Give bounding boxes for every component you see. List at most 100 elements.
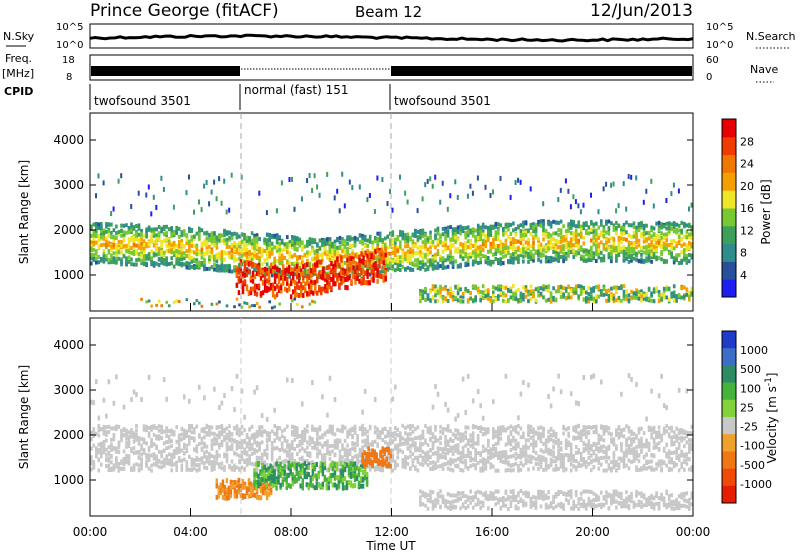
power-cell: [436, 249, 440, 253]
power-cell: [342, 276, 345, 281]
velocity-cell: [326, 443, 329, 448]
velocity-cell: [245, 459, 249, 464]
power-cell: [370, 269, 373, 275]
velocity-cell: [110, 437, 113, 442]
power-cell: [382, 251, 385, 257]
power-cell: [321, 252, 324, 257]
power-cell: [456, 298, 460, 303]
power-cell: [484, 256, 488, 261]
power-cell: [323, 241, 327, 246]
power-cell: [275, 245, 279, 250]
power-cell: [243, 247, 246, 252]
power-cell: [612, 296, 616, 301]
velocity-cell: [255, 455, 259, 460]
power-cell: [494, 232, 498, 237]
power-cell: [160, 239, 163, 244]
power-cell: [135, 231, 138, 236]
velocity-cell: [193, 458, 196, 463]
power-cell: [228, 244, 231, 249]
velocity-cell: [293, 437, 297, 442]
power-cell: [165, 237, 168, 242]
power-cell: [572, 243, 575, 248]
power-cell: [582, 225, 586, 230]
power-cell: [198, 301, 201, 305]
power-cell: [502, 261, 505, 266]
power-cell: [366, 243, 369, 248]
velocity-cell: [288, 446, 292, 451]
velocity-cell: [308, 451, 312, 456]
power-cell: [514, 296, 518, 301]
power-cell: [334, 260, 337, 266]
power-cell: [494, 251, 498, 256]
power-cell: [499, 246, 503, 251]
power-cell: [424, 233, 427, 238]
power-cell: [363, 244, 367, 249]
power-cell: [662, 258, 666, 263]
power-cell: [243, 266, 247, 272]
power-cell: [190, 235, 194, 240]
power-cell: [607, 255, 611, 260]
power-cell: [466, 245, 470, 250]
power-cell: [180, 257, 184, 262]
power-cell: [406, 265, 410, 270]
power-cell: [665, 295, 668, 300]
power-cell: [559, 228, 563, 233]
power-cell: [157, 263, 161, 267]
power-cell: [188, 253, 191, 258]
power-cell: [610, 296, 613, 301]
power-cell: [147, 252, 151, 257]
power-cell: [147, 242, 151, 247]
power-cell: [517, 254, 520, 259]
velocity-cell: [253, 432, 256, 437]
power-cell: [549, 294, 553, 299]
power-cell: [260, 262, 264, 267]
power-cell: [434, 299, 437, 304]
power-cell: [479, 260, 482, 265]
velocity-cell: [97, 415, 101, 421]
velocity-cell: [157, 428, 161, 433]
power-cell: [195, 231, 199, 236]
power-cell: [499, 175, 502, 181]
velocity-cell: [298, 456, 302, 461]
power-cell: [102, 242, 106, 247]
velocity-cell: [291, 440, 294, 445]
power-cell: [193, 257, 196, 262]
power-cell: [595, 284, 598, 289]
power-cell: [677, 188, 680, 194]
velocity-cell: [135, 392, 138, 398]
power-cell: [306, 274, 309, 280]
power-cell: [381, 244, 384, 249]
power-cell: [655, 236, 658, 241]
power-cell: [487, 296, 490, 301]
power-cell: [424, 244, 427, 249]
power-cell: [662, 232, 666, 237]
power-cell: [414, 233, 417, 238]
power-cell: [165, 243, 168, 248]
power-cell: [338, 254, 342, 259]
power-cell: [469, 230, 472, 235]
velocity-cell: [170, 431, 173, 436]
power-cell: [273, 305, 276, 309]
power-cell: [446, 229, 450, 234]
power-cell: [492, 290, 495, 295]
velocity-cell: [172, 450, 176, 455]
power-cell: [665, 198, 668, 203]
power-cell: [660, 250, 663, 254]
power-cell: [120, 173, 123, 179]
power-cell: [484, 233, 488, 238]
power-cell: [263, 282, 267, 288]
power-cell: [512, 247, 515, 252]
power-cell: [577, 232, 580, 237]
power-cell: [275, 208, 278, 214]
power-cell: [293, 240, 297, 245]
power-cell: [632, 242, 636, 247]
velocity-cell: [190, 424, 194, 429]
power-cell: [292, 267, 295, 273]
power-cell: [602, 284, 606, 289]
power-cell: [690, 244, 694, 249]
power-cell: [241, 287, 245, 293]
power-cell: [291, 299, 294, 303]
power-cell: [680, 285, 683, 290]
power-cell: [617, 286, 621, 290]
power-cell: [519, 250, 523, 255]
